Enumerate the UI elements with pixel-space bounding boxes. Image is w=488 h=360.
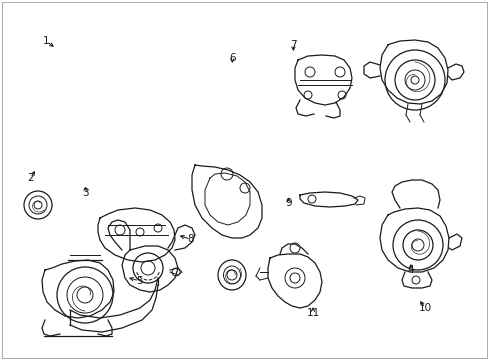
Text: 1: 1 (43, 36, 50, 46)
Text: 11: 11 (305, 308, 319, 318)
Text: 2: 2 (27, 173, 34, 183)
Text: 4: 4 (407, 265, 413, 275)
Text: 7: 7 (289, 40, 296, 50)
Text: 3: 3 (82, 188, 89, 198)
Text: 8: 8 (187, 234, 194, 244)
Text: 10: 10 (418, 303, 431, 313)
Text: 9: 9 (285, 198, 291, 208)
Text: 6: 6 (228, 53, 235, 63)
Text: 5: 5 (136, 276, 142, 286)
